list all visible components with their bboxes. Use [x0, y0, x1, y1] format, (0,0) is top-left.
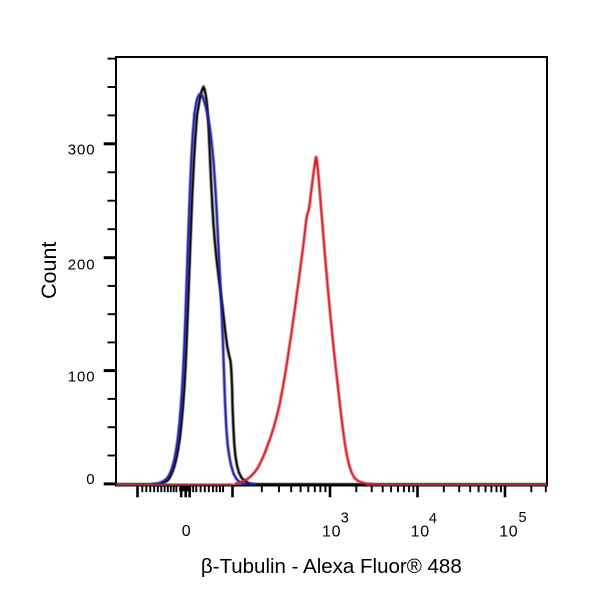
svg-text:Count: Count: [37, 242, 61, 299]
svg-text:0: 0: [86, 471, 95, 488]
svg-text:10: 10: [411, 524, 430, 541]
svg-text:3: 3: [341, 510, 350, 526]
svg-text:10: 10: [322, 524, 341, 541]
svg-text:0: 0: [182, 523, 192, 540]
svg-text:10: 10: [499, 524, 518, 541]
svg-text:300: 300: [68, 142, 96, 159]
svg-text:100: 100: [68, 369, 96, 386]
svg-text:4: 4: [429, 511, 438, 527]
svg-text:β-Tubulin - Alexa Fluor® 488: β-Tubulin - Alexa Fluor® 488: [201, 555, 462, 578]
svg-text:200: 200: [68, 257, 96, 274]
svg-text:5: 5: [519, 510, 528, 526]
